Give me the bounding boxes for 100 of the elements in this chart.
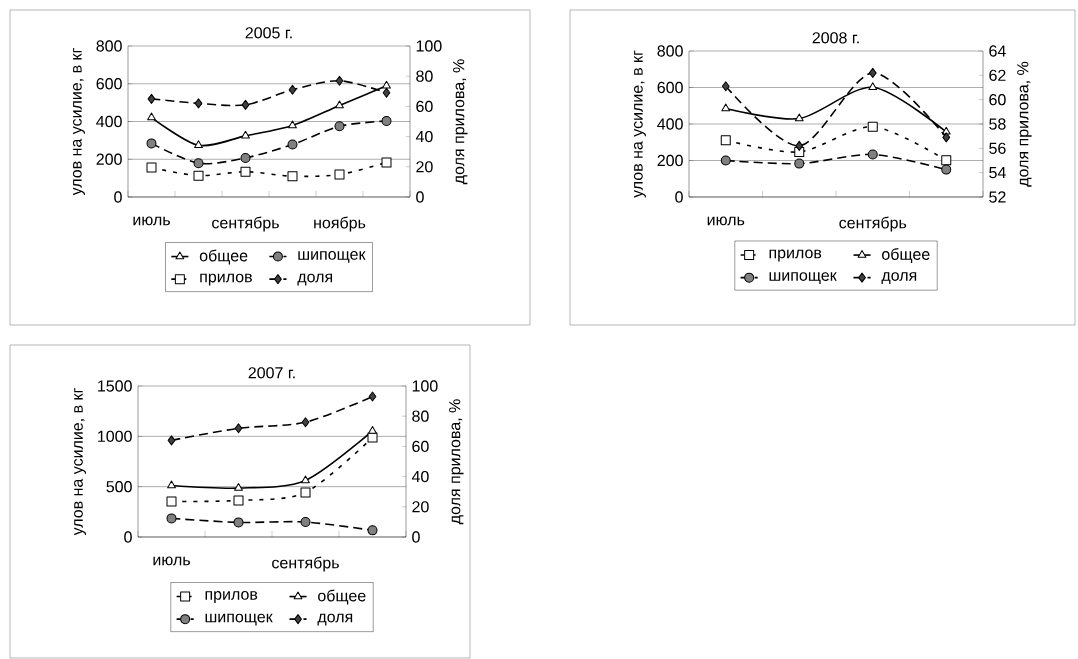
point <box>301 475 310 484</box>
y2-tick-label: 0 <box>416 191 424 203</box>
point <box>300 487 311 498</box>
x-tick-label: июль <box>707 216 745 226</box>
point <box>233 495 244 506</box>
legend-label: прилов <box>200 273 252 286</box>
point <box>241 130 250 139</box>
x-tick-label: ноябрь <box>314 216 366 232</box>
point <box>146 162 157 173</box>
legend-label: общее <box>882 248 930 263</box>
point <box>300 517 311 527</box>
legend-label: общее <box>199 249 248 265</box>
y-tick-label: 600 <box>96 78 122 90</box>
point <box>233 517 244 528</box>
y2-axis-title: доля прилова, % <box>1017 61 1032 187</box>
point <box>166 513 177 524</box>
y-tick-label: 200 <box>657 154 683 167</box>
point <box>721 81 730 92</box>
y-tick-label: 200 <box>96 153 122 165</box>
point <box>367 432 378 443</box>
point <box>194 98 203 109</box>
y2-tick-label: 62 <box>989 69 1006 81</box>
point <box>335 75 344 86</box>
point <box>193 158 204 169</box>
x-tick-label: сентябрь <box>272 556 339 572</box>
y2-tick-label: 64 <box>989 45 1006 57</box>
y-axis-title: улов на усилие, в кг <box>74 388 87 536</box>
y-tick-label: 800 <box>657 45 683 57</box>
point <box>288 84 297 95</box>
point <box>868 82 878 91</box>
point <box>867 149 878 160</box>
point <box>720 135 731 146</box>
y-tick-label: 0 <box>675 191 683 203</box>
y-tick-label: 600 <box>657 81 683 94</box>
y-axis-title: улов на усилие, в кг <box>72 48 85 196</box>
y-tick-label: 400 <box>657 118 683 130</box>
y2-tick-label: 60 <box>416 100 433 113</box>
y2-tick-label: 80 <box>416 70 433 82</box>
point <box>234 423 243 434</box>
point <box>942 132 951 143</box>
y2-tick-label: 54 <box>989 167 1006 179</box>
y2-axis-title: доля прилова, % <box>449 399 464 525</box>
y2-tick-label: 0 <box>412 531 420 543</box>
point <box>301 417 310 428</box>
y-tick-label: 0 <box>124 531 132 543</box>
y2-tick-label: 40 <box>415 130 433 143</box>
y-tick-label: 500 <box>106 481 132 493</box>
y2-tick-label: 56 <box>989 142 1006 154</box>
point <box>941 164 952 175</box>
y2-tick-label: 52 <box>989 191 1006 203</box>
point <box>146 138 157 149</box>
point <box>381 157 392 168</box>
point <box>147 112 156 121</box>
y2-tick-label: 40 <box>411 470 429 483</box>
point <box>287 139 298 150</box>
y-tick-label: 1500 <box>98 380 132 392</box>
y2-tick-label: 20 <box>416 161 433 173</box>
point <box>167 435 176 446</box>
legend-label: прилов <box>205 591 258 603</box>
legend-label: доля <box>317 613 353 626</box>
point <box>334 169 345 180</box>
y-tick-label: 800 <box>96 40 122 52</box>
chart-title: 2007 г. <box>248 367 295 379</box>
point <box>721 103 731 112</box>
point <box>194 140 203 149</box>
point <box>240 166 251 177</box>
point <box>381 115 392 126</box>
point <box>382 80 391 89</box>
y-tick-label: 0 <box>114 191 122 203</box>
y2-tick-label: 58 <box>989 118 1006 130</box>
x-tick-label: июль <box>153 556 190 566</box>
point <box>334 121 345 132</box>
point <box>241 99 250 110</box>
y-tick-label: 400 <box>96 115 122 128</box>
point <box>288 120 297 129</box>
legend-label: доля <box>881 272 917 284</box>
y2-tick-label: 80 <box>412 410 429 422</box>
point <box>720 155 731 166</box>
point <box>795 140 804 151</box>
y2-tick-label: 60 <box>989 94 1006 106</box>
x-tick-label: сентябрь <box>212 216 279 232</box>
legend-label: шипощек <box>769 272 837 284</box>
x-tick-label: сентябрь <box>839 216 907 232</box>
y-axis-title: улов на усилие, в кг <box>633 50 646 198</box>
point <box>794 158 805 169</box>
point <box>166 496 177 507</box>
legend-label: общее <box>318 589 366 605</box>
y2-axis-title: доля прилова, % <box>453 59 468 185</box>
legend-label: шипощек <box>298 251 366 263</box>
legend-label: доля <box>297 273 333 286</box>
y2-tick-label: 60 <box>412 440 429 453</box>
legend-label: шипощек <box>205 613 273 626</box>
point <box>368 425 377 434</box>
point <box>868 67 877 78</box>
y2-tick-label: 100 <box>416 40 442 52</box>
point <box>147 93 156 104</box>
point <box>193 170 204 181</box>
chart-title: 2005 г. <box>245 27 292 39</box>
point <box>167 480 176 489</box>
point <box>867 121 878 132</box>
